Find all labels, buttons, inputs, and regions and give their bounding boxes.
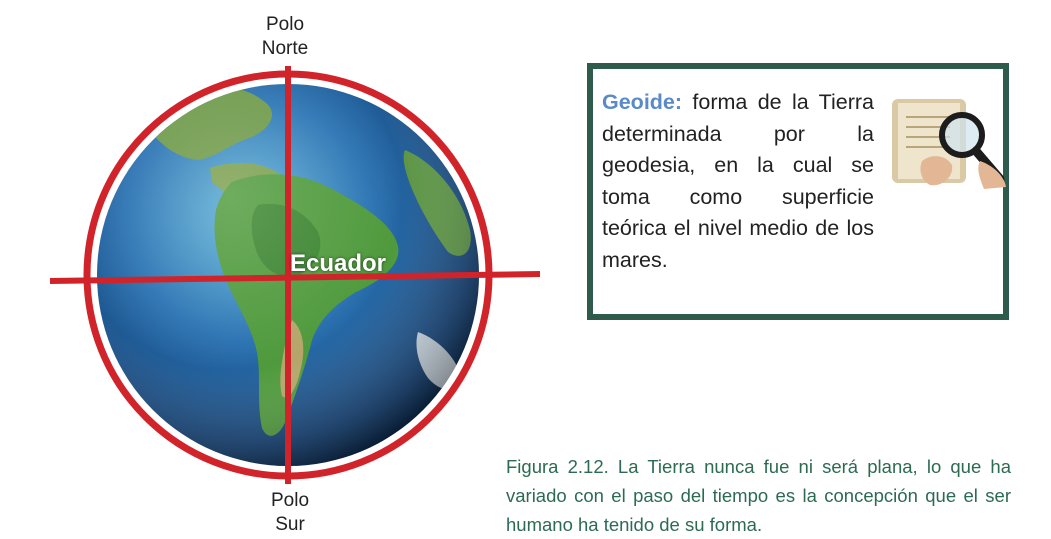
- definition-box: Geoide: forma de la Tierra determinada p…: [587, 63, 1009, 320]
- equator-line: [49, 271, 541, 284]
- north-pole-label-line1: Polo: [265, 14, 305, 35]
- magnifying-glass-over-book-icon: [892, 99, 1006, 189]
- south-pole-label-line2: Sur: [275, 514, 305, 535]
- equator-label: Ecuador: [290, 250, 387, 277]
- north-pole-label: Polo Norte: [225, 13, 345, 61]
- earth-globe-illustration: [49, 66, 541, 484]
- north-pole-label-line2: Norte: [261, 38, 309, 59]
- figure-caption: Figura 2.12. La Tierra nunca fue ni será…: [506, 456, 1011, 535]
- south-pole-label: Polo Sur: [230, 489, 350, 537]
- definition-body: forma de la Tierra determinada por la ge…: [602, 90, 874, 272]
- definition-text: Geoide: forma de la Tierra determinada p…: [602, 87, 874, 276]
- definition-term: Geoide:: [602, 90, 683, 114]
- south-pole-label-line1: Polo: [270, 490, 310, 511]
